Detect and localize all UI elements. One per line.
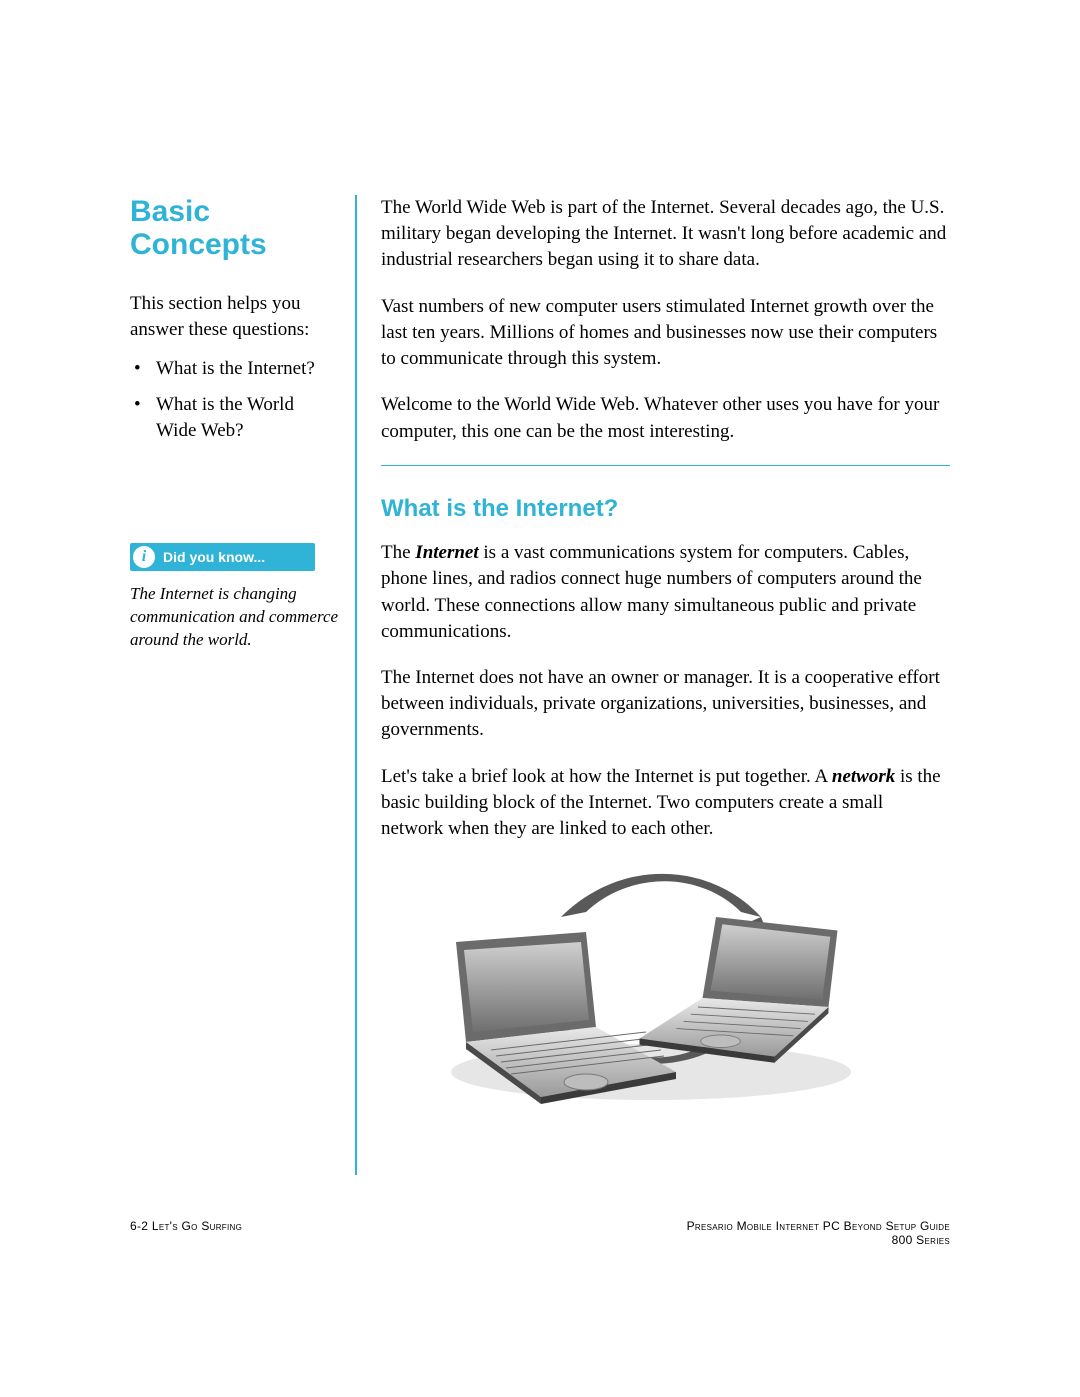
network-figure — [411, 862, 891, 1112]
sidebar: Basic Concepts This section helps you an… — [130, 195, 355, 1175]
body-paragraph: The Internet is a vast communications sy… — [381, 540, 950, 645]
footer-right-line2: 800 Series — [687, 1233, 950, 1247]
main-content: The World Wide Web is part of the Intern… — [381, 195, 950, 1175]
term-network: network — [832, 766, 895, 787]
list-item-text: What is the Internet? — [156, 356, 315, 382]
intro-paragraph: Vast numbers of new computer users stimu… — [381, 294, 950, 373]
term-internet: Internet — [415, 542, 478, 563]
section-rule — [381, 465, 950, 466]
intro-paragraph: Welcome to the World Wide Web. Whatever … — [381, 392, 950, 444]
two-column-layout: Basic Concepts This section helps you an… — [130, 195, 950, 1175]
list-item-text: What is the World Wide Web? — [156, 392, 331, 443]
list-item: •What is the Internet? — [134, 356, 331, 382]
text-run: The — [381, 542, 415, 563]
body-paragraph: Let's take a brief look at how the Inter… — [381, 764, 950, 843]
bullet-icon: • — [134, 392, 156, 443]
bullet-icon: • — [134, 356, 156, 382]
list-item: •What is the World Wide Web? — [134, 392, 331, 443]
did-you-know-callout: i Did you know... The Internet is changi… — [130, 543, 331, 652]
page-body: Basic Concepts This section helps you an… — [130, 195, 950, 1175]
footer-left: 6-2 Let's Go Surfing — [130, 1219, 242, 1247]
callout-label: Did you know... — [163, 549, 265, 565]
sidebar-title: Basic Concepts — [130, 195, 331, 261]
info-icon: i — [133, 546, 155, 568]
section-heading: What is the Internet? — [381, 496, 950, 522]
intro-paragraph: The World Wide Web is part of the Intern… — [381, 195, 950, 274]
sidebar-question-list: •What is the Internet? •What is the Worl… — [130, 356, 331, 443]
sidebar-intro: This section helps you answer these ques… — [130, 291, 331, 342]
callout-body: The Internet is changing communication a… — [130, 583, 340, 652]
footer-right: Presario Mobile Internet PC Beyond Setup… — [687, 1219, 950, 1247]
body-paragraph: The Internet does not have an owner or m… — [381, 665, 950, 744]
text-run: Let's take a brief look at how the Inter… — [381, 766, 832, 787]
laptops-network-icon — [411, 862, 891, 1112]
page-footer: 6-2 Let's Go Surfing Presario Mobile Int… — [130, 1219, 950, 1247]
footer-right-line1: Presario Mobile Internet PC Beyond Setup… — [687, 1219, 950, 1233]
callout-header: i Did you know... — [130, 543, 315, 571]
vertical-divider — [355, 195, 357, 1175]
